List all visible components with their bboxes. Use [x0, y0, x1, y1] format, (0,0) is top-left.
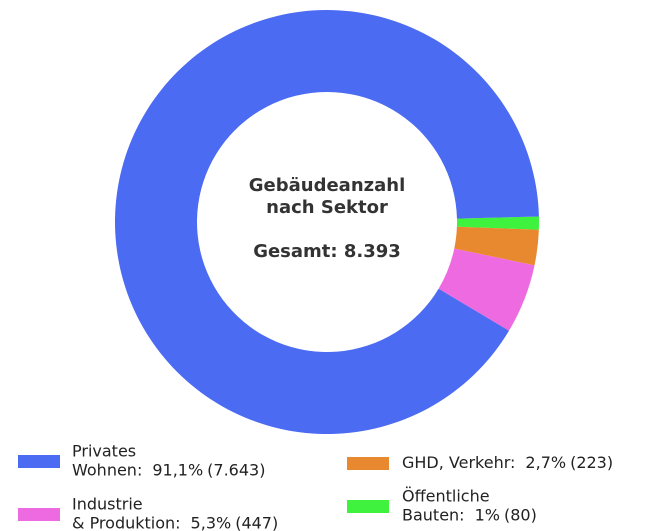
- legend-swatch: [347, 500, 389, 513]
- legend-label: Bauten: 1% (80): [402, 505, 537, 524]
- legend-name: & Produktion:: [72, 513, 181, 531]
- legend-count: (223): [570, 453, 613, 472]
- legend-swatch: [18, 455, 60, 468]
- legend-swatch: [18, 508, 60, 521]
- legend-name: Wohnen:: [72, 460, 142, 479]
- legend-label: & Produktion: 5,3% (447): [72, 513, 278, 531]
- legend-name: Bauten:: [402, 505, 465, 524]
- donut-segment: [456, 216, 539, 230]
- legend-swatch: [347, 457, 389, 470]
- legend-name: GHD, Verkehr:: [402, 453, 515, 472]
- donut-segment: [115, 9, 539, 434]
- legend-name: Industrie: [72, 494, 143, 513]
- legend-label: Öffentliche: [402, 486, 490, 505]
- donut-segment: [438, 248, 535, 331]
- center-label: Gebäudeanzahl: [249, 175, 406, 196]
- legend-count: (7.643): [207, 460, 265, 479]
- legend-percent: 91,1%: [152, 460, 203, 479]
- center-label: Gesamt: 8.393: [253, 241, 401, 262]
- legend-label: Privates: [72, 441, 136, 460]
- legend-count: (80): [504, 505, 537, 524]
- legend-percent: 5,3%: [191, 513, 232, 531]
- legend-count: (447): [235, 513, 278, 531]
- legend-label: GHD, Verkehr: 2,7% (223): [402, 453, 613, 472]
- center-label: nach Sektor: [266, 197, 388, 218]
- legend-percent: 2,7%: [525, 453, 566, 472]
- donut-segment: [454, 226, 539, 266]
- legend-label: Industrie: [72, 494, 143, 513]
- legend-percent: 1%: [475, 505, 500, 524]
- legend-name: Öffentliche: [402, 486, 490, 505]
- legend-name: Privates: [72, 441, 136, 460]
- legend-label: Wohnen: 91,1% (7.643): [72, 460, 265, 479]
